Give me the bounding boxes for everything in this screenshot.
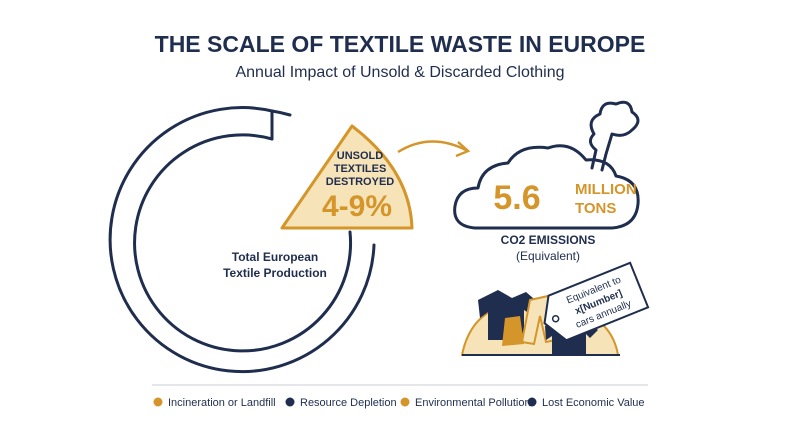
slice <box>280 124 414 230</box>
arrow <box>397 140 467 154</box>
legend-swatch <box>153 397 163 407</box>
emissions-label: CO2 EMISSIONS <box>501 233 596 247</box>
legend-swatch <box>400 397 410 407</box>
tag: Equivalent to x[Number] cars annually <box>543 261 650 342</box>
donut-label: Textile Production <box>223 266 327 280</box>
slice-value: 4-9% <box>322 190 392 223</box>
smoke <box>589 100 640 172</box>
emissions-unit: MILLION <box>575 181 637 198</box>
donut-label: Total European <box>232 250 318 264</box>
slice-label: DESTROYED <box>326 176 395 188</box>
legend-swatch <box>285 397 295 407</box>
subtitle: Annual Impact of Unsold & Discarded Clot… <box>235 64 564 81</box>
tag-hole <box>551 314 560 323</box>
slice-label: TEXTILES <box>334 163 387 175</box>
outer-ring <box>108 106 376 374</box>
legend-label: Incineration or Landfill <box>168 397 276 409</box>
tag-shape <box>543 261 650 342</box>
shirt <box>478 290 540 340</box>
emissions-unit: TONS <box>575 200 616 217</box>
legend-swatch <box>527 397 537 407</box>
slice-label: UNSOLD <box>337 150 384 162</box>
cloud <box>453 144 640 230</box>
outer-ring-top <box>270 109 292 117</box>
emissions-note: (Equivalent) <box>516 249 580 263</box>
arrow-head <box>455 141 471 158</box>
inner-ring <box>133 133 353 353</box>
cloth <box>502 316 524 346</box>
legend: Incineration or Landfill Resource Depleti… <box>153 397 645 409</box>
legend-label: Resource Depletion <box>300 397 397 409</box>
title: THE SCALE OF TEXTILE WASTE IN EUROPE <box>155 31 646 57</box>
legend-label: Environmental Pollution <box>415 397 531 409</box>
legend-label: Lost Economic Value <box>542 397 645 409</box>
emissions-value: 5.6 <box>493 179 540 217</box>
